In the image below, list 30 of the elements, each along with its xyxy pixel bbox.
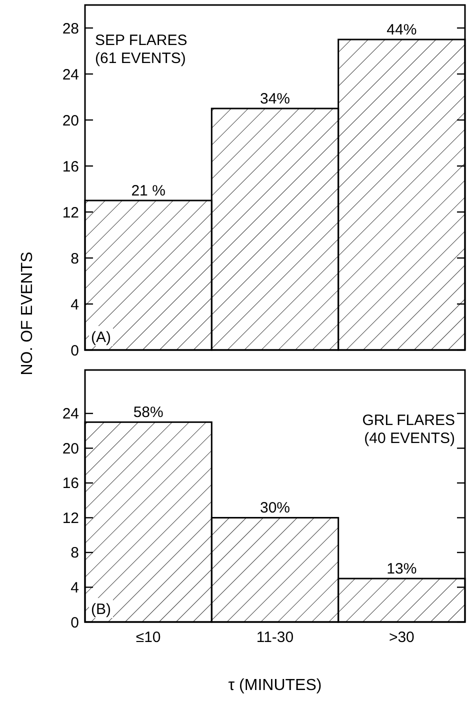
annotation: 30% — [260, 500, 290, 517]
annotation: (B) — [91, 601, 111, 618]
y-tick-label: 12 — [62, 204, 79, 222]
x-tick-label: >30 — [388, 629, 414, 646]
y-tick-label: 8 — [70, 544, 79, 562]
y-tick-label: 8 — [70, 250, 79, 268]
y-tick-label: 0 — [70, 614, 79, 632]
annotation: 21 % — [131, 182, 166, 200]
annotation: 13% — [386, 560, 417, 578]
y-tick-label: 12 — [62, 510, 79, 527]
annotation: 34% — [260, 90, 290, 108]
annotation: 58% — [133, 404, 164, 422]
annotation: 44% — [386, 22, 417, 38]
x-tick-label: ≤10 — [136, 629, 161, 646]
y-tick-label: 24 — [62, 66, 79, 84]
y-axis-title: NO. OF EVENTS — [19, 252, 36, 376]
y-tick-label: 16 — [62, 158, 79, 176]
y-tick-label: 16 — [62, 475, 79, 492]
x-axis-title: τ (MINUTES) — [228, 677, 322, 694]
y-tick-label: 4 — [70, 296, 79, 314]
y-tick-label: 20 — [62, 112, 79, 130]
y-tick-label: 4 — [70, 579, 79, 596]
x-tick-label: 11-30 — [256, 629, 294, 646]
y-tick-label: 0 — [70, 342, 79, 360]
annotation: (A) — [91, 329, 111, 346]
annotation: GRL FLARES (40 EVENTS) — [362, 412, 455, 447]
annotation: SEP FLARES (61 EVENTS) — [95, 32, 188, 67]
y-tick-label: 20 — [62, 440, 79, 458]
y-tick-label: 24 — [62, 406, 79, 423]
y-tick-label: 28 — [62, 20, 79, 38]
